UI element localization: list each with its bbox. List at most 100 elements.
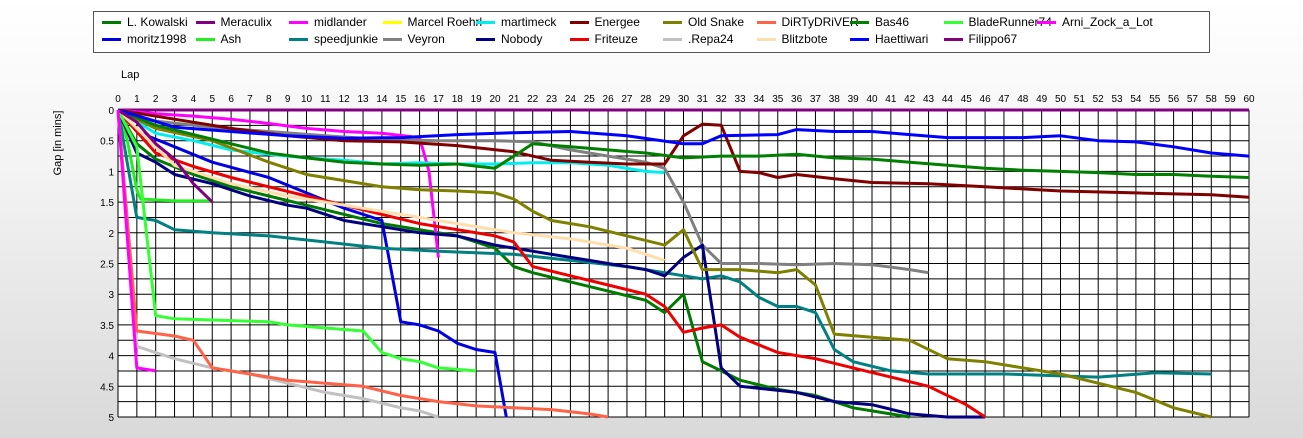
legend-swatch: [756, 20, 776, 24]
x-tick-label: 14: [376, 94, 388, 105]
legend-label: moritz1998: [127, 32, 187, 46]
legend-swatch: [569, 20, 589, 24]
x-tick-label: 53: [1111, 94, 1123, 105]
x-tick-label: 20: [489, 94, 501, 105]
y-tick-label: 0: [108, 106, 114, 117]
legend-item: BladeRunner74: [943, 14, 1052, 30]
y-tick-label: 1.5: [100, 198, 114, 209]
legend-swatch: [943, 37, 963, 41]
x-tick-label: 33: [734, 94, 746, 105]
x-tick-label: 59: [1225, 94, 1237, 105]
series-line: [117, 108, 1250, 199]
legend-swatch: [102, 37, 121, 41]
x-tick-label: 3: [172, 94, 178, 105]
legend-swatch: [850, 37, 869, 41]
x-tick-label: 9: [285, 94, 291, 105]
legend-swatch: [289, 20, 308, 24]
series-line: [117, 108, 214, 204]
x-tick-label: 12: [339, 94, 351, 105]
legend-item: Blitzbote: [756, 31, 828, 47]
legend-item: Haettiwari: [850, 31, 928, 47]
legend-label: DiRTyDRiVER: [781, 15, 859, 29]
legend-label: Friteuze: [594, 32, 638, 46]
legend-swatch: [1037, 20, 1056, 24]
x-tick-label: 15: [395, 94, 407, 105]
legend-label: Filippo67: [968, 32, 1018, 46]
series-line: [116, 109, 986, 419]
x-tick-label: 32: [716, 94, 728, 105]
x-tick-label: 58: [1206, 94, 1218, 105]
x-tick-label: 52: [1093, 94, 1105, 105]
legend-label: BladeRunner74: [968, 15, 1052, 29]
y-tick-label: 1: [108, 167, 114, 178]
x-tick-label: 11: [320, 94, 331, 105]
x-tick-label: 6: [228, 94, 234, 105]
series-line: [117, 108, 1250, 158]
legend-label: speedjunkie: [314, 32, 379, 46]
y-tick-label: 3: [108, 290, 114, 301]
legend-swatch: [195, 37, 215, 41]
series-line: [117, 108, 1212, 419]
legend-swatch: [195, 20, 215, 24]
series-line: [116, 109, 508, 418]
legend-swatch: [663, 37, 682, 41]
x-tick-label: 37: [810, 94, 822, 105]
x-tick-label: 46: [980, 94, 992, 105]
legend-swatch: [850, 20, 869, 24]
x-tick-label: 21: [508, 94, 520, 105]
x-tick-label: 7: [247, 94, 253, 105]
x-tick-label: 45: [961, 94, 973, 105]
x-tick-label: 17: [433, 94, 445, 105]
y-tick-labels: 0 0.5 1 1.5 2 2.5 3 3.5 4 4.5 5: [100, 106, 114, 424]
legend-label: Meraculix: [220, 15, 272, 29]
x-tick-label: 31: [697, 94, 709, 105]
x-tick-label: 60: [1243, 94, 1255, 105]
legend-item: moritz1998: [102, 31, 186, 47]
legend-swatch: [289, 37, 308, 41]
x-tick-label: 27: [621, 94, 633, 105]
x-tick-label: 50: [1055, 94, 1067, 105]
legend-item: Bas46: [850, 14, 909, 30]
legend-item: Marcel Roehrl: [382, 14, 482, 30]
x-tick-label: 47: [998, 94, 1010, 105]
legend-swatch: [756, 37, 776, 41]
legend-item: L. Kowalski: [102, 14, 188, 30]
legend-label: Haettiwari: [875, 32, 929, 46]
legend-item: Old Snake: [663, 14, 744, 30]
x-tick-label: 24: [565, 94, 577, 105]
legend-swatch: [476, 20, 495, 24]
series-line: [117, 108, 1250, 179]
x-tick-label: 8: [266, 94, 272, 105]
y-tick-label: 4: [108, 352, 114, 363]
legend-item: Friteuze: [569, 31, 638, 47]
x-tick-label: 22: [527, 94, 539, 105]
series-line: [116, 108, 666, 262]
series-lines: [116, 108, 1250, 419]
legend-label: midlander: [314, 15, 367, 29]
x-tick-label: 5: [209, 94, 215, 105]
x-tick-label: 34: [753, 94, 765, 105]
x-tick-label: 30: [678, 94, 690, 105]
legend: L. Kowalski moritz1998 Meraculix Ash midland…: [93, 11, 1210, 53]
x-tick-label: 28: [640, 94, 652, 105]
x-tick-label: 55: [1149, 94, 1161, 105]
x-tick-label: 23: [546, 94, 558, 105]
x-tick-label: 48: [1017, 94, 1029, 105]
legend-swatch: [569, 37, 589, 41]
x-tick-label: 19: [471, 94, 483, 105]
y-tick-label: 0.5: [100, 137, 114, 148]
x-tick-label: 38: [829, 94, 841, 105]
x-tick-label: 1: [134, 94, 140, 105]
series-line: [116, 109, 213, 203]
x-tick-label: 26: [603, 94, 615, 105]
legend-label: L. Kowalski: [127, 15, 188, 29]
x-tick-label: 10: [301, 94, 313, 105]
legend-label: .Repa24: [688, 32, 734, 46]
x-tick-label: 41: [885, 94, 897, 105]
legend-label: Arni_Zock_a_Lot: [1062, 15, 1153, 29]
legend-label: Veyron: [407, 32, 445, 46]
legend-swatch: [943, 20, 963, 24]
series-line: [116, 109, 1212, 379]
legend-item: midlander: [289, 14, 367, 30]
x-tick-label: 16: [414, 94, 426, 105]
